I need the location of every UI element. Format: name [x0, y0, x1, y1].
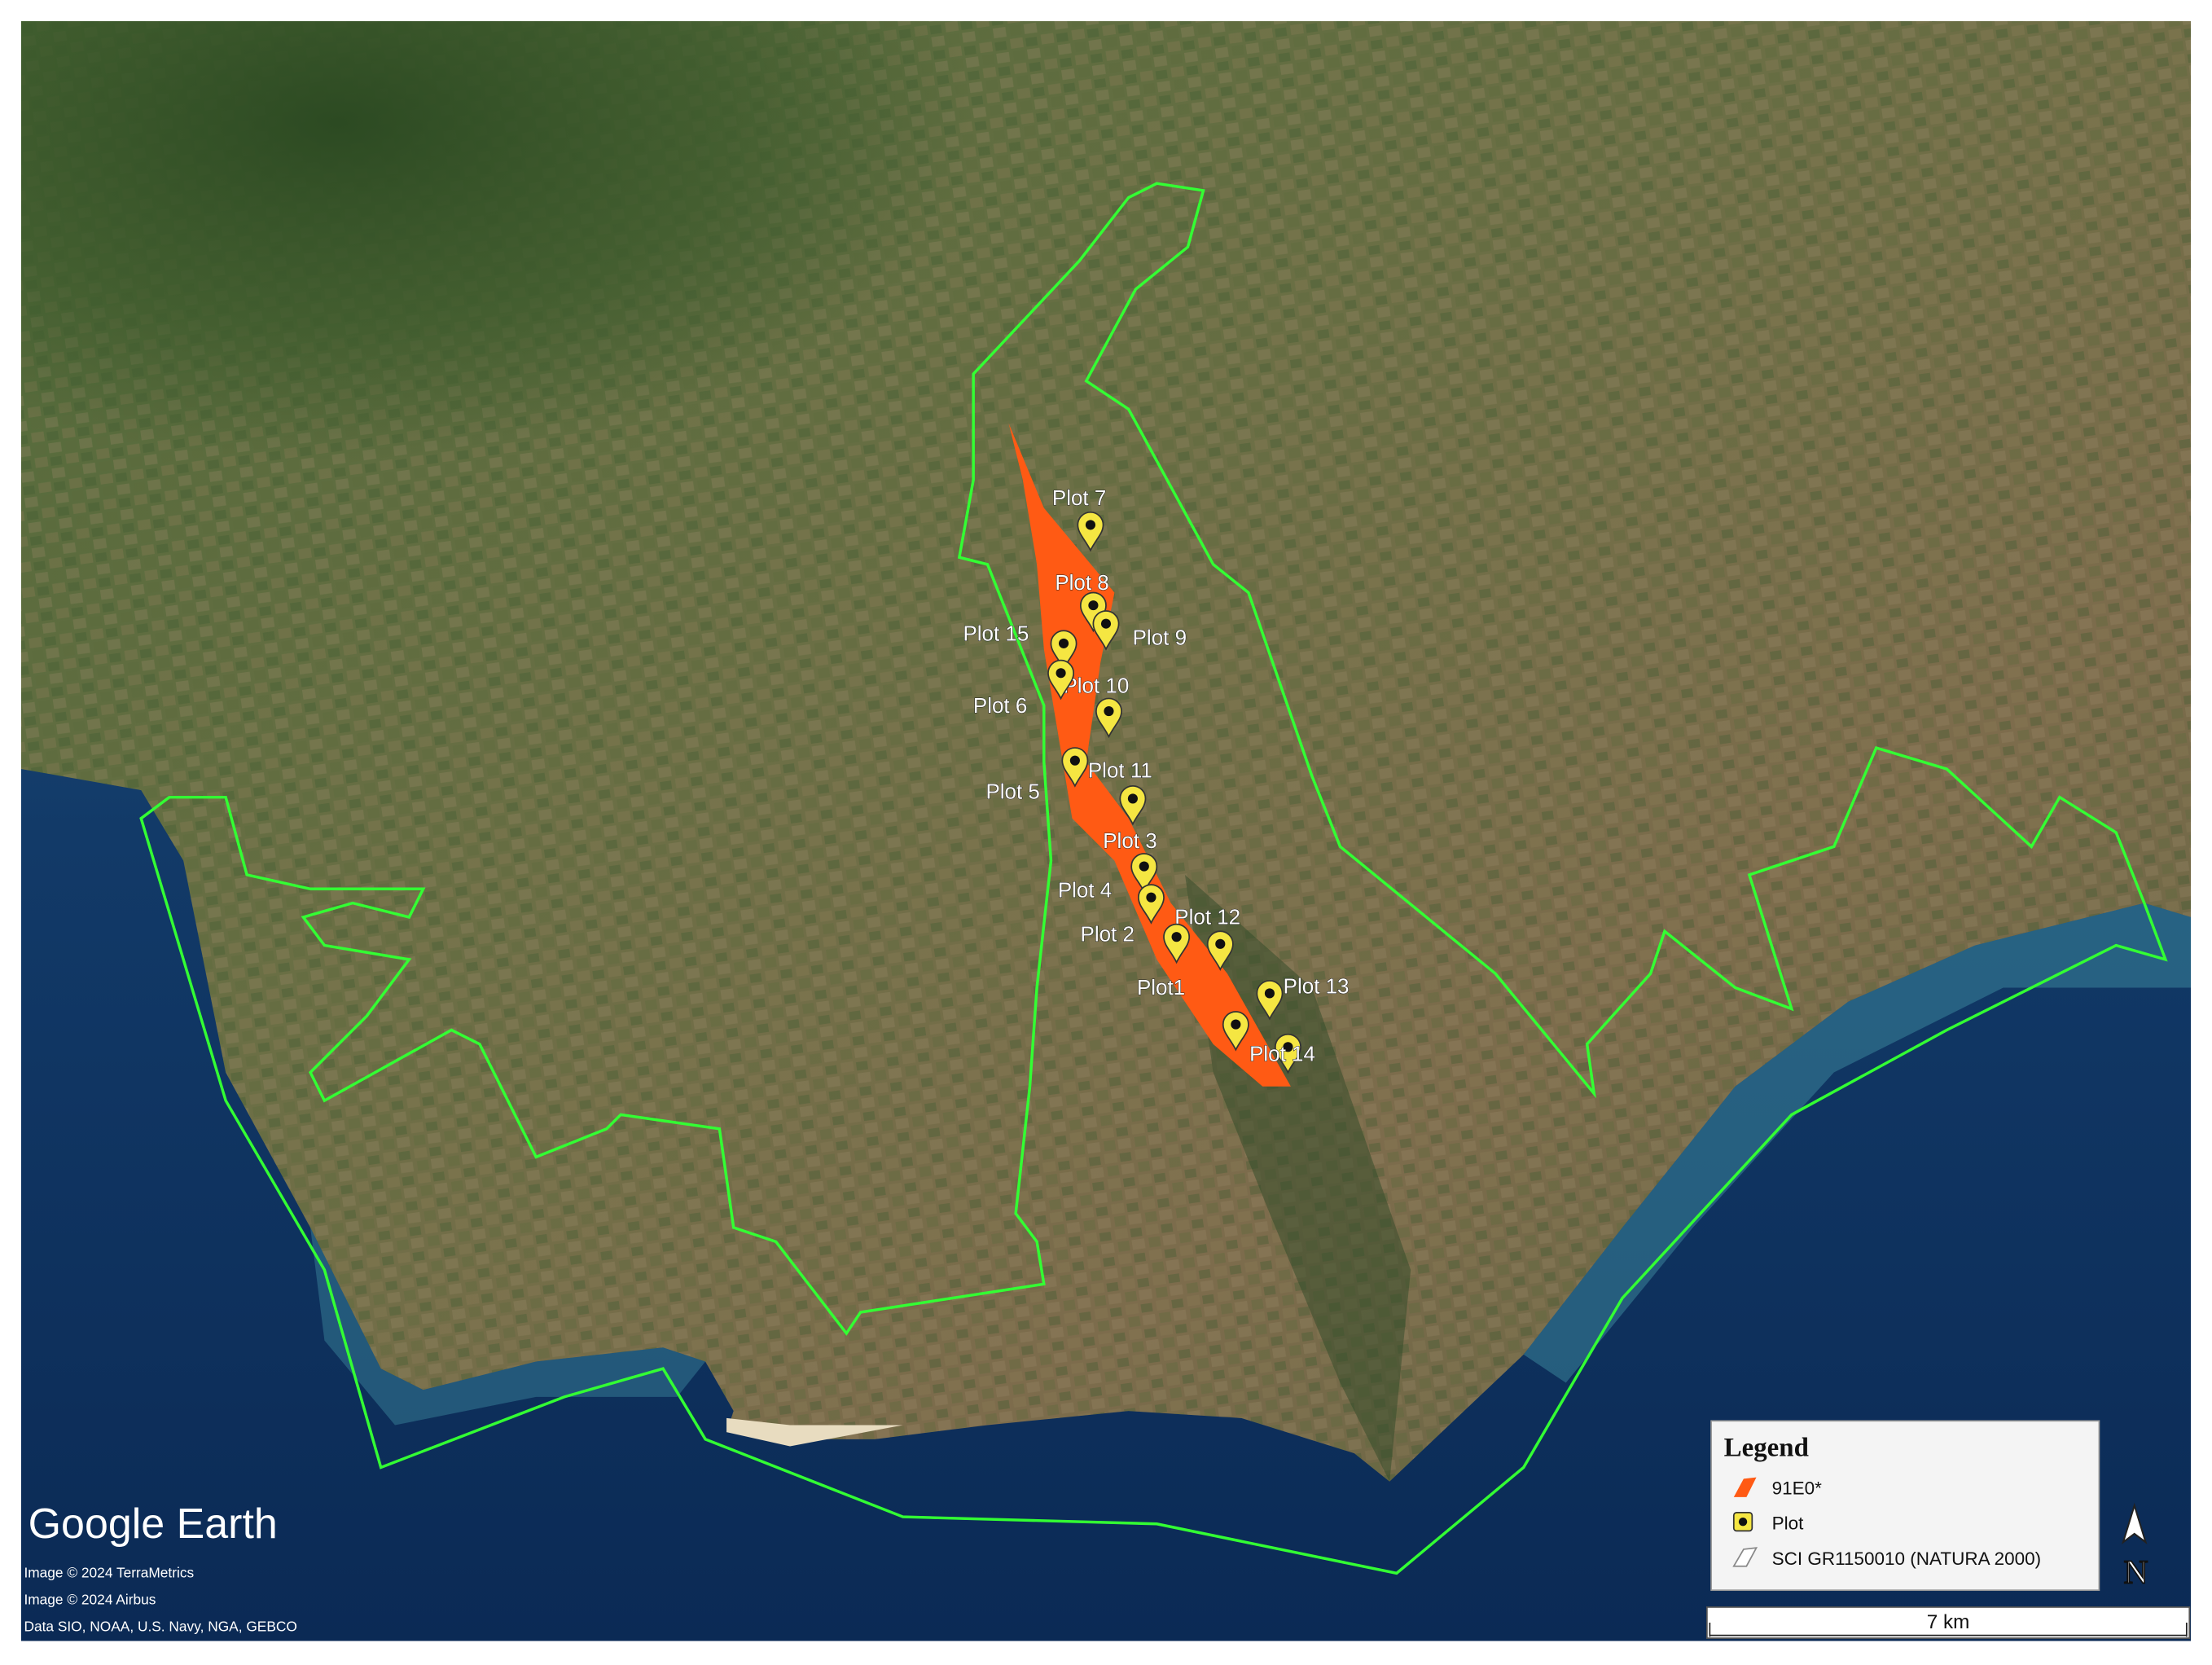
plot-marker [1119, 785, 1147, 826]
plot-pin [1077, 512, 1104, 552]
plot-marker [1130, 853, 1158, 894]
plot-dot [1069, 755, 1080, 766]
plot-label: Plot 15 [963, 621, 1029, 645]
plot-pin [1163, 923, 1191, 964]
plot-dot [1100, 618, 1112, 629]
plot-label: Plot 8 [1055, 570, 1108, 595]
north-label: N [2123, 1553, 2148, 1591]
plot-pin [1092, 610, 1120, 651]
legend-item: Plot [1772, 1513, 1805, 1534]
plot-pin [1047, 659, 1075, 701]
credit: Data SIO, NOAA, U.S. Navy, NGA, GEBCO [24, 1618, 296, 1634]
legend-icon [1733, 1477, 1757, 1497]
plot-dot [1127, 793, 1138, 804]
plot-pin [1061, 747, 1089, 788]
plot-marker [1050, 630, 1077, 671]
plot-marker [1222, 1011, 1249, 1052]
plot-dot [1058, 638, 1069, 648]
natura-2000-boundary [139, 182, 2168, 1575]
plot-marker [1256, 980, 1284, 1021]
plot-dot [1146, 892, 1156, 903]
plot-marker [1206, 930, 1234, 971]
plot-dot [1088, 600, 1099, 611]
plot-pin [1274, 1033, 1301, 1074]
legend-icon [1732, 1547, 1758, 1567]
plot-dot [1171, 932, 1182, 942]
legend-icon [1738, 1517, 1748, 1527]
plot-label: Plot 7 [1052, 485, 1106, 510]
plot-marker [1163, 923, 1191, 964]
plot-label: Plot 3 [1103, 828, 1156, 853]
legend-item: SCI GR1150010 (NATURA 2000) [1772, 1549, 2042, 1569]
plot-label: Plot 12 [1174, 905, 1240, 929]
plot-label: Plot 9 [1133, 626, 1187, 650]
credit: Image © 2024 TerraMetrics [24, 1565, 194, 1581]
plot-dot [1139, 861, 1149, 872]
plot-pin [1050, 630, 1077, 671]
scale-label: 7 km [1927, 1611, 1970, 1633]
legend-title: Legend [1724, 1434, 1809, 1463]
plot-pin [1222, 1011, 1249, 1052]
plot-label: Plot 4 [1058, 878, 1112, 903]
plot-label: Plot 10 [1063, 674, 1129, 698]
habitat-91e0 [1008, 423, 1291, 1087]
plot-dot [1215, 938, 1226, 949]
plot-dot [1264, 988, 1275, 999]
plot-dot [1056, 668, 1066, 679]
watermark: Google Earth [29, 1500, 278, 1548]
plot-label: Plot1 [1137, 975, 1185, 999]
plot-marker [1095, 697, 1122, 739]
plot-label: Plot 14 [1249, 1042, 1315, 1066]
scale-bar: 7 km [1706, 1606, 2191, 1639]
plot-dot [1104, 705, 1114, 717]
plot-label: Plot 2 [1081, 921, 1135, 946]
legend: Legend 91E0* Plot SCI GR1150010 (NATURA … [1710, 1420, 2100, 1592]
north-arrow: N [2121, 1502, 2148, 1591]
plot-label: Plot 6 [973, 693, 1027, 718]
plot-layer: Plot 7 Plot 8 Plot 9 Plot 15 Plot 10 Plot 6 Pl… [963, 485, 1350, 1074]
plot-label: Plot 11 [1088, 758, 1152, 782]
plot-dot [1231, 1019, 1241, 1030]
plot-marker [1077, 512, 1104, 552]
plot-marker [1061, 747, 1089, 788]
legend-box [1710, 1420, 2100, 1592]
plot-marker [1274, 1033, 1301, 1074]
plot-dot [1085, 520, 1096, 530]
plot-pin [1130, 853, 1158, 894]
plot-pin [1137, 884, 1165, 925]
plot-label: Plot 5 [985, 779, 1039, 803]
plot-pin [1206, 930, 1234, 971]
plot-pin [1256, 980, 1284, 1021]
plot-marker [1092, 610, 1120, 651]
plot-pin [1095, 697, 1122, 739]
plot-marker [1137, 884, 1165, 925]
legend-item: 91E0* [1772, 1478, 1823, 1498]
plot-dot [1283, 1042, 1293, 1052]
plot-label: Plot 13 [1284, 973, 1350, 998]
plot-marker [1047, 659, 1075, 701]
credit: Image © 2024 Airbus [24, 1591, 156, 1607]
plot-pin [1119, 785, 1147, 826]
